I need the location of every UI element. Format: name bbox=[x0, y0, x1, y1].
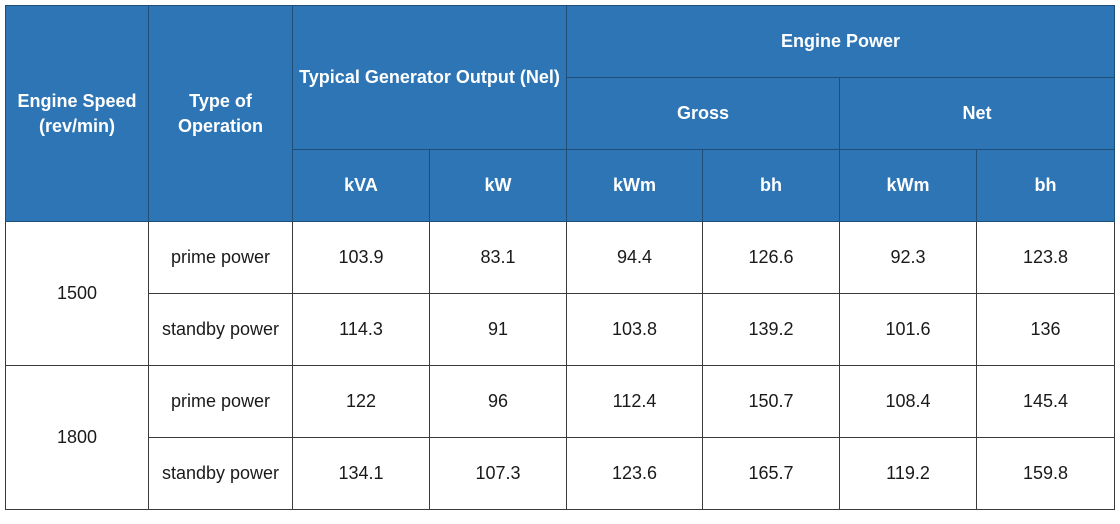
table-row: 1500 prime power 103.9 83.1 94.4 126.6 9… bbox=[5, 221, 1115, 366]
value-cell: 92.3 bbox=[839, 221, 977, 294]
value-cell: 91 bbox=[429, 293, 567, 366]
table-row: standby power 114.3 91 103.8 139.2 101.6… bbox=[6, 293, 1115, 366]
header-typical-generator-output: Typical Generator Output (Nel) bbox=[292, 5, 567, 150]
value-cell: 103.9 bbox=[292, 221, 430, 294]
value-cell: 103.8 bbox=[566, 293, 703, 366]
header-engine-speed: Engine Speed (rev/min) bbox=[5, 5, 149, 222]
value-cell: 114.3 bbox=[292, 293, 430, 366]
engine-speed-cell: 1800 bbox=[5, 365, 149, 510]
value-cell: 96 bbox=[429, 365, 567, 438]
value-cell: 107.3 bbox=[429, 437, 567, 510]
header-engine-power: Engine Power bbox=[566, 5, 1115, 78]
engine-speed-cell: 1500 bbox=[5, 221, 149, 366]
value-cell: 165.7 bbox=[702, 437, 840, 510]
value-cell: 123.6 bbox=[566, 437, 703, 510]
value-cell: 112.4 bbox=[566, 365, 703, 438]
unit-output-kw: kW bbox=[429, 149, 567, 222]
header-net: Net bbox=[839, 77, 1115, 150]
value-cell: 150.7 bbox=[702, 365, 840, 438]
value-cell: 94.4 bbox=[566, 221, 703, 294]
value-cell: 123.8 bbox=[976, 221, 1115, 294]
value-cell: 134.1 bbox=[292, 437, 430, 510]
header-gross: Gross bbox=[566, 77, 840, 150]
generator-spec-table: Engine Speed (rev/min) Type of Operation… bbox=[5, 5, 1115, 510]
value-cell: 126.6 bbox=[702, 221, 840, 294]
table-header: Engine Speed (rev/min) Type of Operation… bbox=[5, 5, 1115, 222]
operation-cell: standby power bbox=[148, 437, 293, 510]
value-cell: 145.4 bbox=[976, 365, 1115, 438]
value-cell: 119.2 bbox=[839, 437, 977, 510]
operation-cell: prime power bbox=[148, 221, 293, 294]
value-cell: 108.4 bbox=[839, 365, 977, 438]
value-cell: 83.1 bbox=[429, 221, 567, 294]
unit-net-kwm: kWm bbox=[839, 149, 977, 222]
table-body: 1500 prime power 103.9 83.1 94.4 126.6 9… bbox=[5, 221, 1115, 510]
value-cell: 139.2 bbox=[702, 293, 840, 366]
header-type-of-operation: Type of Operation bbox=[148, 5, 293, 222]
table-row: 1800 prime power 122 96 112.4 150.7 108.… bbox=[5, 365, 1115, 510]
operation-cell: prime power bbox=[148, 365, 293, 438]
value-cell: 101.6 bbox=[839, 293, 977, 366]
value-cell: 159.8 bbox=[976, 437, 1115, 510]
operation-cell: standby power bbox=[148, 293, 293, 366]
unit-gross-kwm: kWm bbox=[566, 149, 703, 222]
unit-net-bh: bh bbox=[976, 149, 1115, 222]
unit-output-kva: kVA bbox=[292, 149, 430, 222]
value-cell: 136 bbox=[976, 293, 1115, 366]
spec-table-container: Engine Speed (rev/min) Type of Operation… bbox=[5, 5, 1115, 510]
unit-gross-bh: bh bbox=[702, 149, 840, 222]
table-row: standby power 134.1 107.3 123.6 165.7 11… bbox=[6, 437, 1115, 510]
value-cell: 122 bbox=[292, 365, 430, 438]
